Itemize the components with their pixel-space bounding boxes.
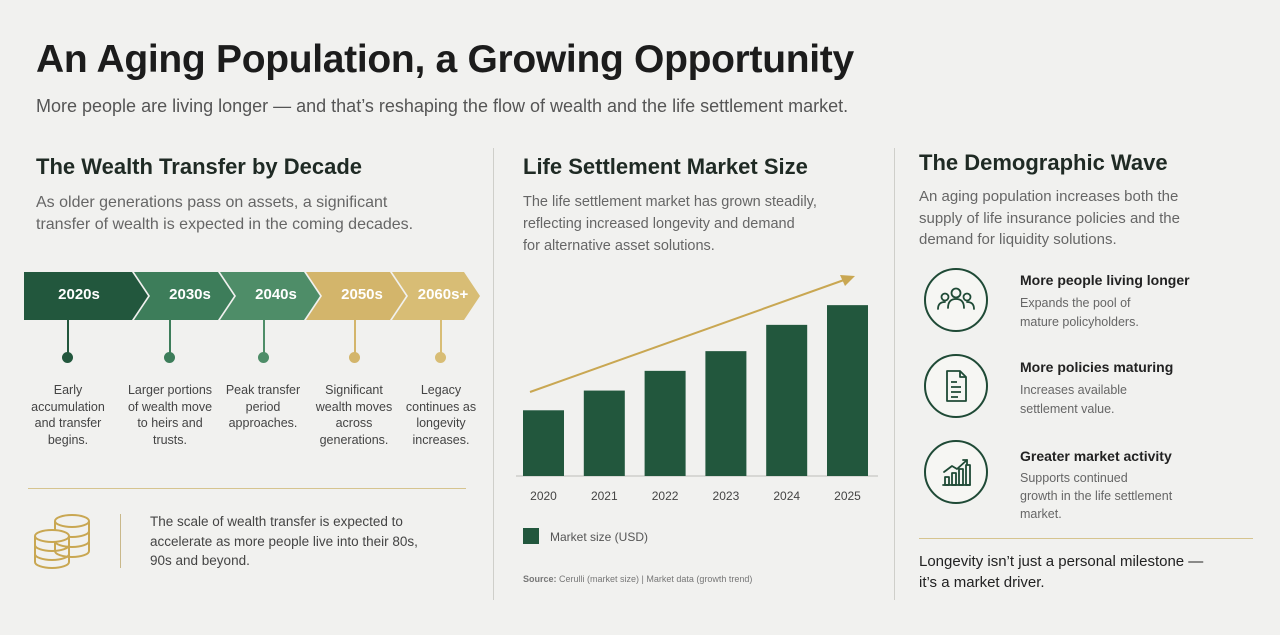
timeline-label-2020s: 2020s [58, 286, 100, 303]
timeline-label-2040s: 2040s [255, 286, 297, 303]
demographic-section-desc: An aging population increases both the s… [919, 188, 1180, 248]
market-section-title: Life Settlement Market Size [523, 154, 808, 179]
chart-source: Source: Cerulli (market size) | Market d… [523, 574, 753, 584]
timeline-stem [354, 320, 356, 354]
timeline-label-2050s: 2050s [341, 286, 383, 303]
timeline-chevron-2060s [392, 272, 480, 320]
trend-arrow-head [840, 275, 855, 286]
timeline-desc-2020s: Early accumulation and transfer begins. [31, 383, 105, 447]
bar-2020 [523, 410, 564, 476]
feature-desc: Expands the pool of mature policyholders… [1020, 296, 1139, 329]
wealth-scale-note: The scale of wealth transfer is expected… [150, 514, 418, 568]
bar-2021 [583, 390, 625, 476]
feature-title: More policies maturing [1020, 359, 1174, 375]
legend-swatch [523, 528, 539, 544]
column-divider [493, 148, 494, 600]
timeline-dot [62, 352, 73, 363]
bar-2025 [827, 305, 868, 476]
tick-label-2023: 2023 [713, 489, 740, 503]
feature-title: More people living longer [1020, 272, 1190, 288]
timeline-label-2030s: 2030s [169, 286, 211, 303]
feature-desc: Supports continued growth in the life se… [1020, 471, 1173, 521]
feature-title: Greater market activity [1020, 448, 1172, 464]
accent-divider [120, 514, 121, 568]
timeline-stem [263, 320, 265, 354]
section-divider [919, 538, 1253, 539]
timeline-stem [169, 320, 171, 354]
timeline-chevron-2030s [134, 272, 234, 320]
tick-label-2025: 2025 [834, 489, 861, 503]
timeline-dot [164, 352, 175, 363]
timeline-chevron-2020s [24, 272, 148, 320]
legend-label: Market size (USD) [550, 530, 649, 544]
tick-label-2024: 2024 [773, 489, 800, 503]
timeline-desc-2030s: Larger portions of wealth move to heirs … [127, 383, 213, 447]
bar-2023 [705, 351, 747, 476]
page-title: An Aging Population, a Growing Opportuni… [36, 38, 854, 81]
market-section-desc: The life settlement market has grown ste… [523, 194, 817, 254]
column-divider [894, 148, 895, 600]
trend-arrow-line [529, 279, 845, 393]
document-icon [924, 354, 988, 418]
timeline-chevron-2040s [220, 272, 320, 320]
tick-label-2021: 2021 [591, 489, 618, 503]
timeline-desc-2050s: Significant wealth moves across generati… [315, 383, 393, 447]
timeline-stem [440, 320, 442, 354]
wealth-section-desc: As older generations pass on assets, a s… [36, 194, 414, 233]
growth-chart-icon [924, 440, 988, 504]
timeline-dot [258, 352, 269, 363]
bar-2024 [766, 324, 808, 476]
demographic-section-title: The Demographic Wave [919, 150, 1168, 175]
tick-label-2020: 2020 [530, 489, 557, 503]
timeline-stem [67, 320, 69, 354]
timeline-desc-2040s: Peak transfer period approaches. [225, 383, 301, 430]
people-icon [924, 268, 988, 332]
feature-desc: Increases available settlement value. [1020, 383, 1128, 416]
timeline-chevron-2050s [306, 272, 406, 320]
timeline-label-2060s: 2060s+ [417, 286, 469, 303]
wealth-section-title: The Wealth Transfer by Decade [36, 154, 363, 179]
market-size-chart: 2020 2021 2022 2023 2024 2025 [516, 275, 878, 503]
coin-stack-icon [34, 514, 90, 569]
page-subtitle: More people are living longer — and that… [36, 96, 849, 116]
decade-timeline: 2020s 2030s 2040s 2050s 2060s+ [24, 272, 484, 320]
timeline-dot [435, 352, 446, 363]
timeline-desc-2060s: Legacy continues as longevity increases. [405, 383, 477, 447]
timeline-dot [349, 352, 360, 363]
bar-2022 [644, 370, 686, 476]
section-divider [28, 488, 466, 489]
tick-label-2022: 2022 [652, 489, 679, 503]
closing-statement: Longevity isn’t just a personal mileston… [919, 553, 1204, 591]
